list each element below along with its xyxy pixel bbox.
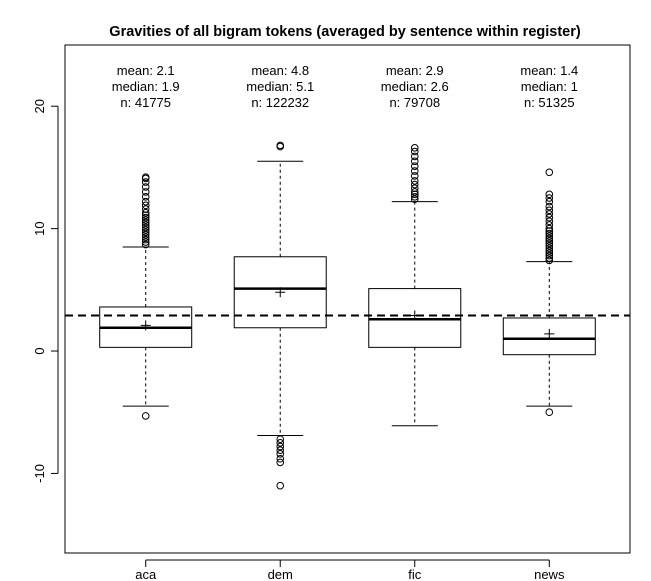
outlier-point [410,144,419,152]
outlier-point [545,190,554,199]
plot-frame [64,44,631,554]
outlier-point [545,254,554,262]
outlier-point [276,450,285,458]
mean-label: mean: 1.4 [520,63,578,78]
x-tick-label: fic [408,567,422,581]
outlier-point [276,141,285,150]
outlier-point [545,168,554,177]
outlier-point [276,446,285,454]
outlier-point [545,197,554,206]
outlier-point [141,178,150,186]
outlier-point [141,208,150,217]
outlier-point [141,197,150,206]
outlier-point [276,435,285,443]
outlier-point [141,235,150,244]
n-label: n: 122232 [251,95,309,110]
outlier-point [141,183,150,191]
outlier-point [141,221,150,229]
outlier-point [545,229,554,238]
outlier-point [545,234,554,243]
outlier-point [141,223,150,232]
x-tick-label: dem [268,567,293,581]
mean-marker [544,328,555,339]
outlier-point [141,213,150,222]
outlier-point [410,162,419,170]
outlier-point [141,173,150,182]
outlier-point [141,205,150,213]
outlier-point [545,221,554,229]
outlier-point [545,213,554,222]
outlier-point [276,454,285,463]
outlier-point [545,206,554,215]
x-tick-label: news [534,567,565,581]
outlier-point [545,239,554,248]
mean-label: mean: 4.8 [251,63,309,78]
outlier-point [410,147,419,156]
median-label: median: 2.6 [381,79,449,94]
outlier-point [141,226,150,234]
outlier-point [276,458,285,467]
median-label: median: 1.9 [112,79,180,94]
outlier-point [141,412,150,420]
outlier-point [545,249,554,257]
outlier-point [545,202,554,211]
y-tick-label: 10 [32,221,47,235]
outlier-point [141,228,150,237]
outlier-point [141,230,150,239]
outlier-point [545,217,554,226]
outlier-point [410,195,419,204]
mean-marker [140,320,151,331]
outlier-point [276,439,285,447]
outlier-point [141,218,150,227]
outlier-point [141,192,150,201]
outlier-point [141,240,150,249]
outlier-point [276,481,285,490]
n-label: n: 41775 [120,95,171,110]
outlier-point [410,152,419,161]
outlier-point [410,167,419,175]
outlier-point [545,237,554,245]
y-tick-label: 20 [32,99,47,113]
outlier-point [545,241,554,250]
mean-label: mean: 2.1 [117,63,175,78]
x-tick-label: aca [135,567,157,581]
chart-title: Gravities of all bigram tokens (averaged… [109,24,581,40]
outlier-point [545,194,554,202]
outlier-point [410,192,419,201]
outlier-point [545,246,554,255]
outlier-point [545,251,554,260]
outlier-point [545,210,554,218]
outlier-point [141,201,150,210]
outlier-point [141,233,150,241]
outlier-point [410,157,419,166]
outlier-point [410,188,419,196]
mean-marker [275,287,286,298]
median-label: median: 1 [521,79,578,94]
y-tick-label: -10 [32,464,47,483]
box-news [502,317,596,356]
outlier-point [410,180,419,189]
mean-label: mean: 2.9 [386,63,444,78]
outlier-point [276,442,285,451]
outlier-point [545,244,554,252]
outlier-point [545,232,554,240]
outlier-point [545,256,554,265]
outlier-point [410,184,419,193]
outlier-point [141,188,150,196]
median-label: median: 5.1 [246,79,314,94]
outlier-point [410,172,419,180]
y-tick-label: 0 [32,347,47,354]
outlier-point [141,216,150,224]
outlier-point [410,177,419,185]
box-dem [233,256,327,329]
n-label: n: 79708 [389,95,440,110]
outlier-point [545,408,554,417]
outlier-point [545,224,554,233]
outlier-point [141,238,150,246]
n-label: n: 51325 [524,95,575,110]
